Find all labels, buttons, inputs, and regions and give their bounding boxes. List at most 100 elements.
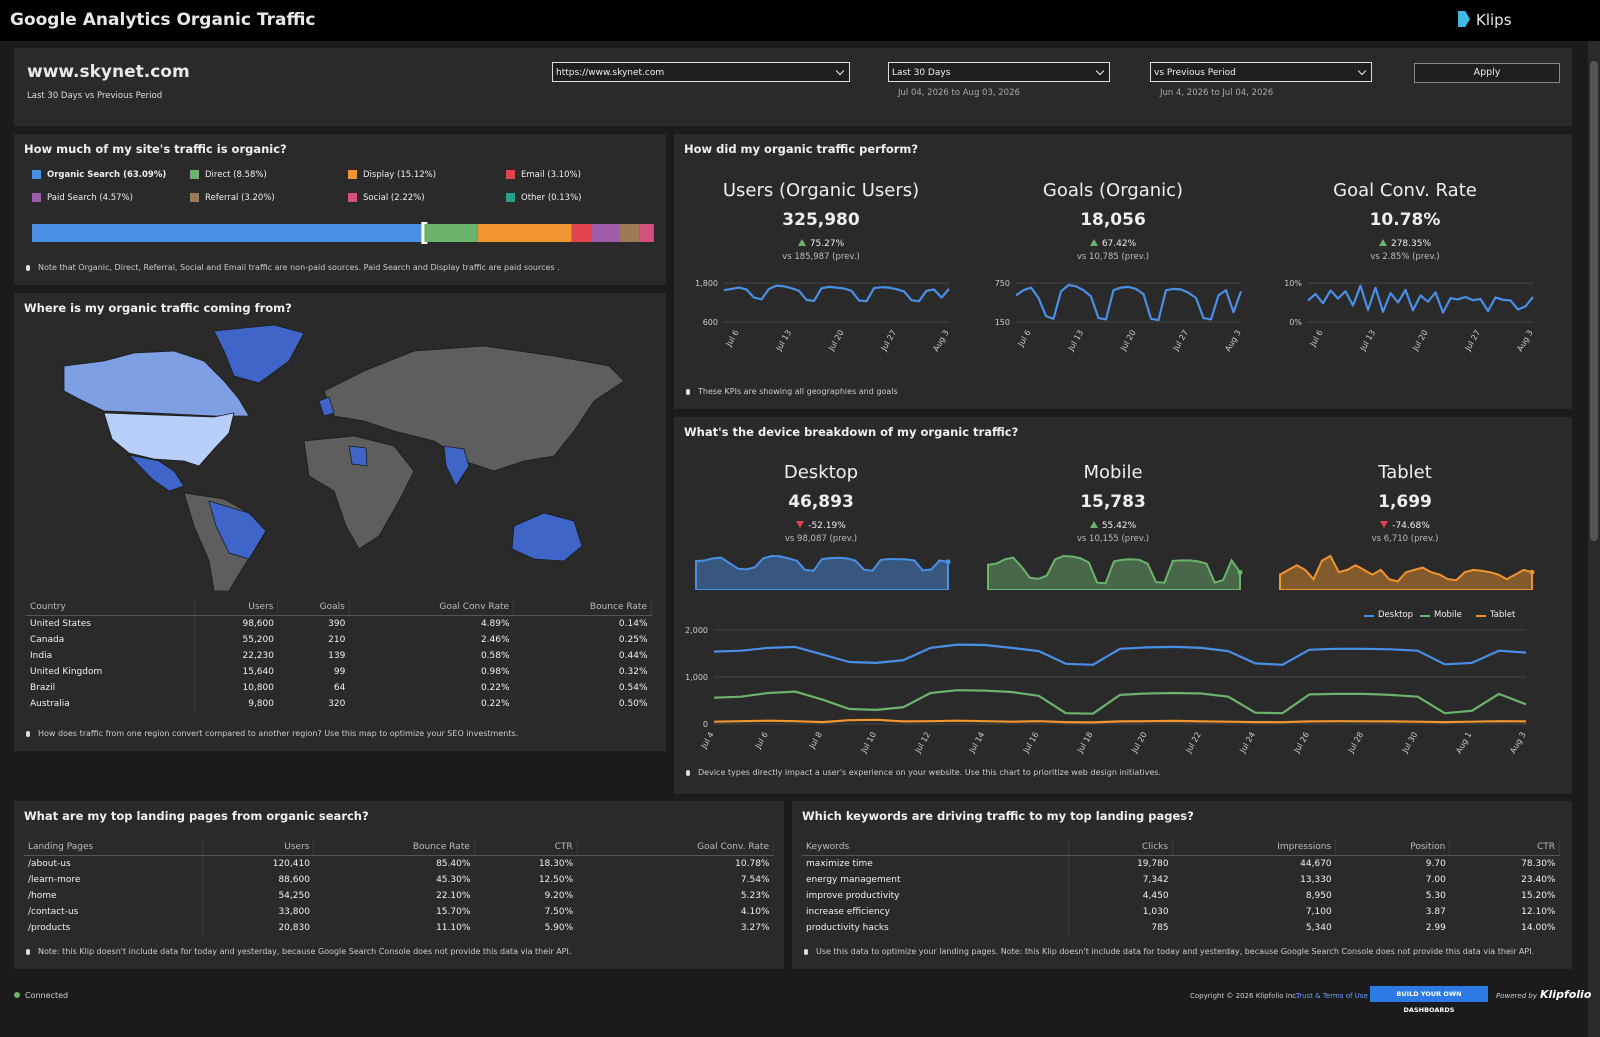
greenland[interactable] bbox=[213, 324, 305, 384]
keywords-table: Keywords Clicks Impressions Position CTR maxi… bbox=[802, 839, 1560, 936]
delta-text: -74.68% bbox=[1392, 521, 1430, 531]
table-cell: 139 bbox=[328, 651, 346, 661]
x-tick-label: Jul 13 bbox=[1066, 329, 1085, 354]
series-line bbox=[713, 643, 1527, 666]
table-cell: 7.50% bbox=[544, 907, 574, 917]
table-cell: 7.00 bbox=[1425, 875, 1446, 885]
australia[interactable] bbox=[511, 512, 583, 562]
device-delta: -52.19% bbox=[676, 521, 966, 531]
table-cell: 11.10% bbox=[436, 923, 471, 933]
status-dot bbox=[14, 992, 20, 998]
column-header: Impressions bbox=[1172, 839, 1337, 856]
terms-link[interactable]: Trust & Terms of Use bbox=[1296, 992, 1368, 1000]
compare-select[interactable]: vs Previous Period bbox=[1150, 62, 1372, 82]
brand[interactable]: Klips bbox=[1476, 11, 1512, 29]
sparkline-area bbox=[1279, 554, 1533, 590]
table-cell: 10,800 bbox=[242, 683, 274, 693]
brazil[interactable] bbox=[208, 500, 267, 560]
column-header: Keywords bbox=[802, 839, 1070, 856]
legend-label: Email (3.10%) bbox=[521, 170, 581, 180]
kpi-prev: vs 10,785 (prev.) bbox=[1076, 252, 1150, 262]
table-cell: 5.30 bbox=[1425, 891, 1446, 901]
delta-arrow bbox=[1089, 239, 1098, 246]
africa[interactable] bbox=[303, 435, 415, 550]
apply-button[interactable]: Apply bbox=[1414, 63, 1560, 83]
delta-text: 67.42% bbox=[1101, 239, 1137, 249]
table-cell: 5.23% bbox=[740, 891, 770, 901]
table-cell: 390 bbox=[328, 619, 346, 629]
legend-label: Paid Search (4.57%) bbox=[47, 193, 133, 203]
delta-text: 55.42% bbox=[1101, 521, 1137, 531]
libya[interactable] bbox=[348, 445, 368, 467]
x-tick-label: Aug 3 bbox=[1508, 731, 1527, 756]
device-value: 1,699 bbox=[1378, 492, 1432, 512]
legend-label: Organic Search (63.09%) bbox=[47, 170, 167, 180]
url-select[interactable]: https://www.skynet.com bbox=[552, 62, 850, 82]
canada[interactable] bbox=[63, 350, 250, 417]
table-cell: Australia bbox=[26, 696, 196, 712]
table-row: India 22,230 139 0.58% 0.44% bbox=[26, 648, 652, 664]
device-delta: 55.42% bbox=[968, 521, 1258, 531]
table-cell: Canada bbox=[26, 632, 196, 648]
table-cell: 1,030 bbox=[1142, 907, 1169, 917]
table-cell: /learn-more bbox=[24, 872, 204, 888]
geo-panel: Where is my organic traffic coming from?… bbox=[14, 293, 666, 751]
header-row: Country Users Goals Goal Conv Rate Bounce Ra… bbox=[26, 599, 652, 616]
usa[interactable] bbox=[103, 412, 235, 467]
y-tick-label: 150 bbox=[995, 318, 1010, 327]
table-row: /learn-more 88,600 45.30% 12.50% 7.54% bbox=[24, 872, 774, 888]
scrollbar[interactable] bbox=[1588, 41, 1600, 1037]
share-segment bbox=[639, 224, 654, 242]
panel-title: How much of my site's traffic is organic… bbox=[24, 142, 287, 156]
x-tick-label: Aug 3 bbox=[1223, 329, 1242, 354]
device-prev: vs 98,087 (prev.) bbox=[784, 534, 858, 544]
cta-button[interactable]: BUILD YOUR OWN DASHBOARDS bbox=[1370, 986, 1488, 1014]
table-cell: 3.27% bbox=[740, 923, 770, 933]
table-cell: 0.50% bbox=[618, 699, 648, 709]
data-table: Country Users Goals Goal Conv Rate Bounce Ra… bbox=[26, 599, 652, 712]
table-cell: 85.40% bbox=[436, 859, 471, 869]
table-cell: 120,410 bbox=[272, 859, 310, 869]
table-cell: 0.98% bbox=[480, 667, 510, 677]
table-cell: 55,200 bbox=[242, 635, 274, 645]
x-tick-label: Jul 28 bbox=[1346, 731, 1365, 756]
panel-note: Note that Organic, Direct, Referral, Soc… bbox=[26, 263, 560, 272]
table-cell: 64 bbox=[333, 683, 346, 693]
x-tick-label: Jul 27 bbox=[1463, 329, 1482, 354]
mexico[interactable] bbox=[127, 454, 185, 492]
table-cell: improve productivity bbox=[802, 888, 1070, 904]
legend-swatch bbox=[506, 170, 515, 179]
y-tick-label: 600 bbox=[703, 318, 718, 327]
series-line bbox=[713, 689, 1527, 715]
table-cell: 10.78% bbox=[735, 859, 770, 869]
table-cell: 12.10% bbox=[1521, 907, 1556, 917]
uk[interactable] bbox=[318, 396, 335, 417]
x-tick-label: Jul 6 bbox=[724, 329, 741, 349]
column-header: Bounce Rate bbox=[313, 839, 475, 856]
column-header: Bounce Rate bbox=[513, 599, 652, 616]
scroll-thumb[interactable] bbox=[1590, 61, 1598, 541]
table-cell: 4.89% bbox=[480, 619, 510, 629]
legend-swatch bbox=[1364, 615, 1374, 617]
legend-swatch bbox=[348, 193, 357, 202]
column-header: Goals bbox=[277, 599, 350, 616]
x-tick-label: Jul 27 bbox=[1171, 329, 1190, 354]
table-cell: maximize time bbox=[802, 855, 1070, 872]
x-tick-label: Jul 20 bbox=[826, 329, 845, 354]
eurasia[interactable] bbox=[323, 345, 625, 472]
x-tick-label: Jul 14 bbox=[967, 731, 986, 756]
table-cell: 9.20% bbox=[544, 891, 574, 901]
world-map bbox=[63, 324, 625, 591]
table-cell: 13,330 bbox=[1300, 875, 1332, 885]
table-cell: energy management bbox=[802, 872, 1070, 888]
header-row: Landing Pages Users Bounce Rate CTR Goal Con… bbox=[24, 839, 775, 856]
range-select[interactable]: Last 30 Days bbox=[888, 62, 1110, 82]
sparkline-end bbox=[1237, 569, 1243, 575]
table-cell: Brazil bbox=[26, 680, 196, 696]
kpi-name: Users (Organic Users) bbox=[722, 180, 920, 201]
panel-title: What are my top landing pages from organ… bbox=[24, 809, 369, 823]
india[interactable] bbox=[443, 445, 470, 487]
table-cell: 78.30% bbox=[1521, 859, 1556, 869]
series-line bbox=[723, 284, 950, 303]
legend-label: Direct (8.58%) bbox=[205, 170, 267, 180]
